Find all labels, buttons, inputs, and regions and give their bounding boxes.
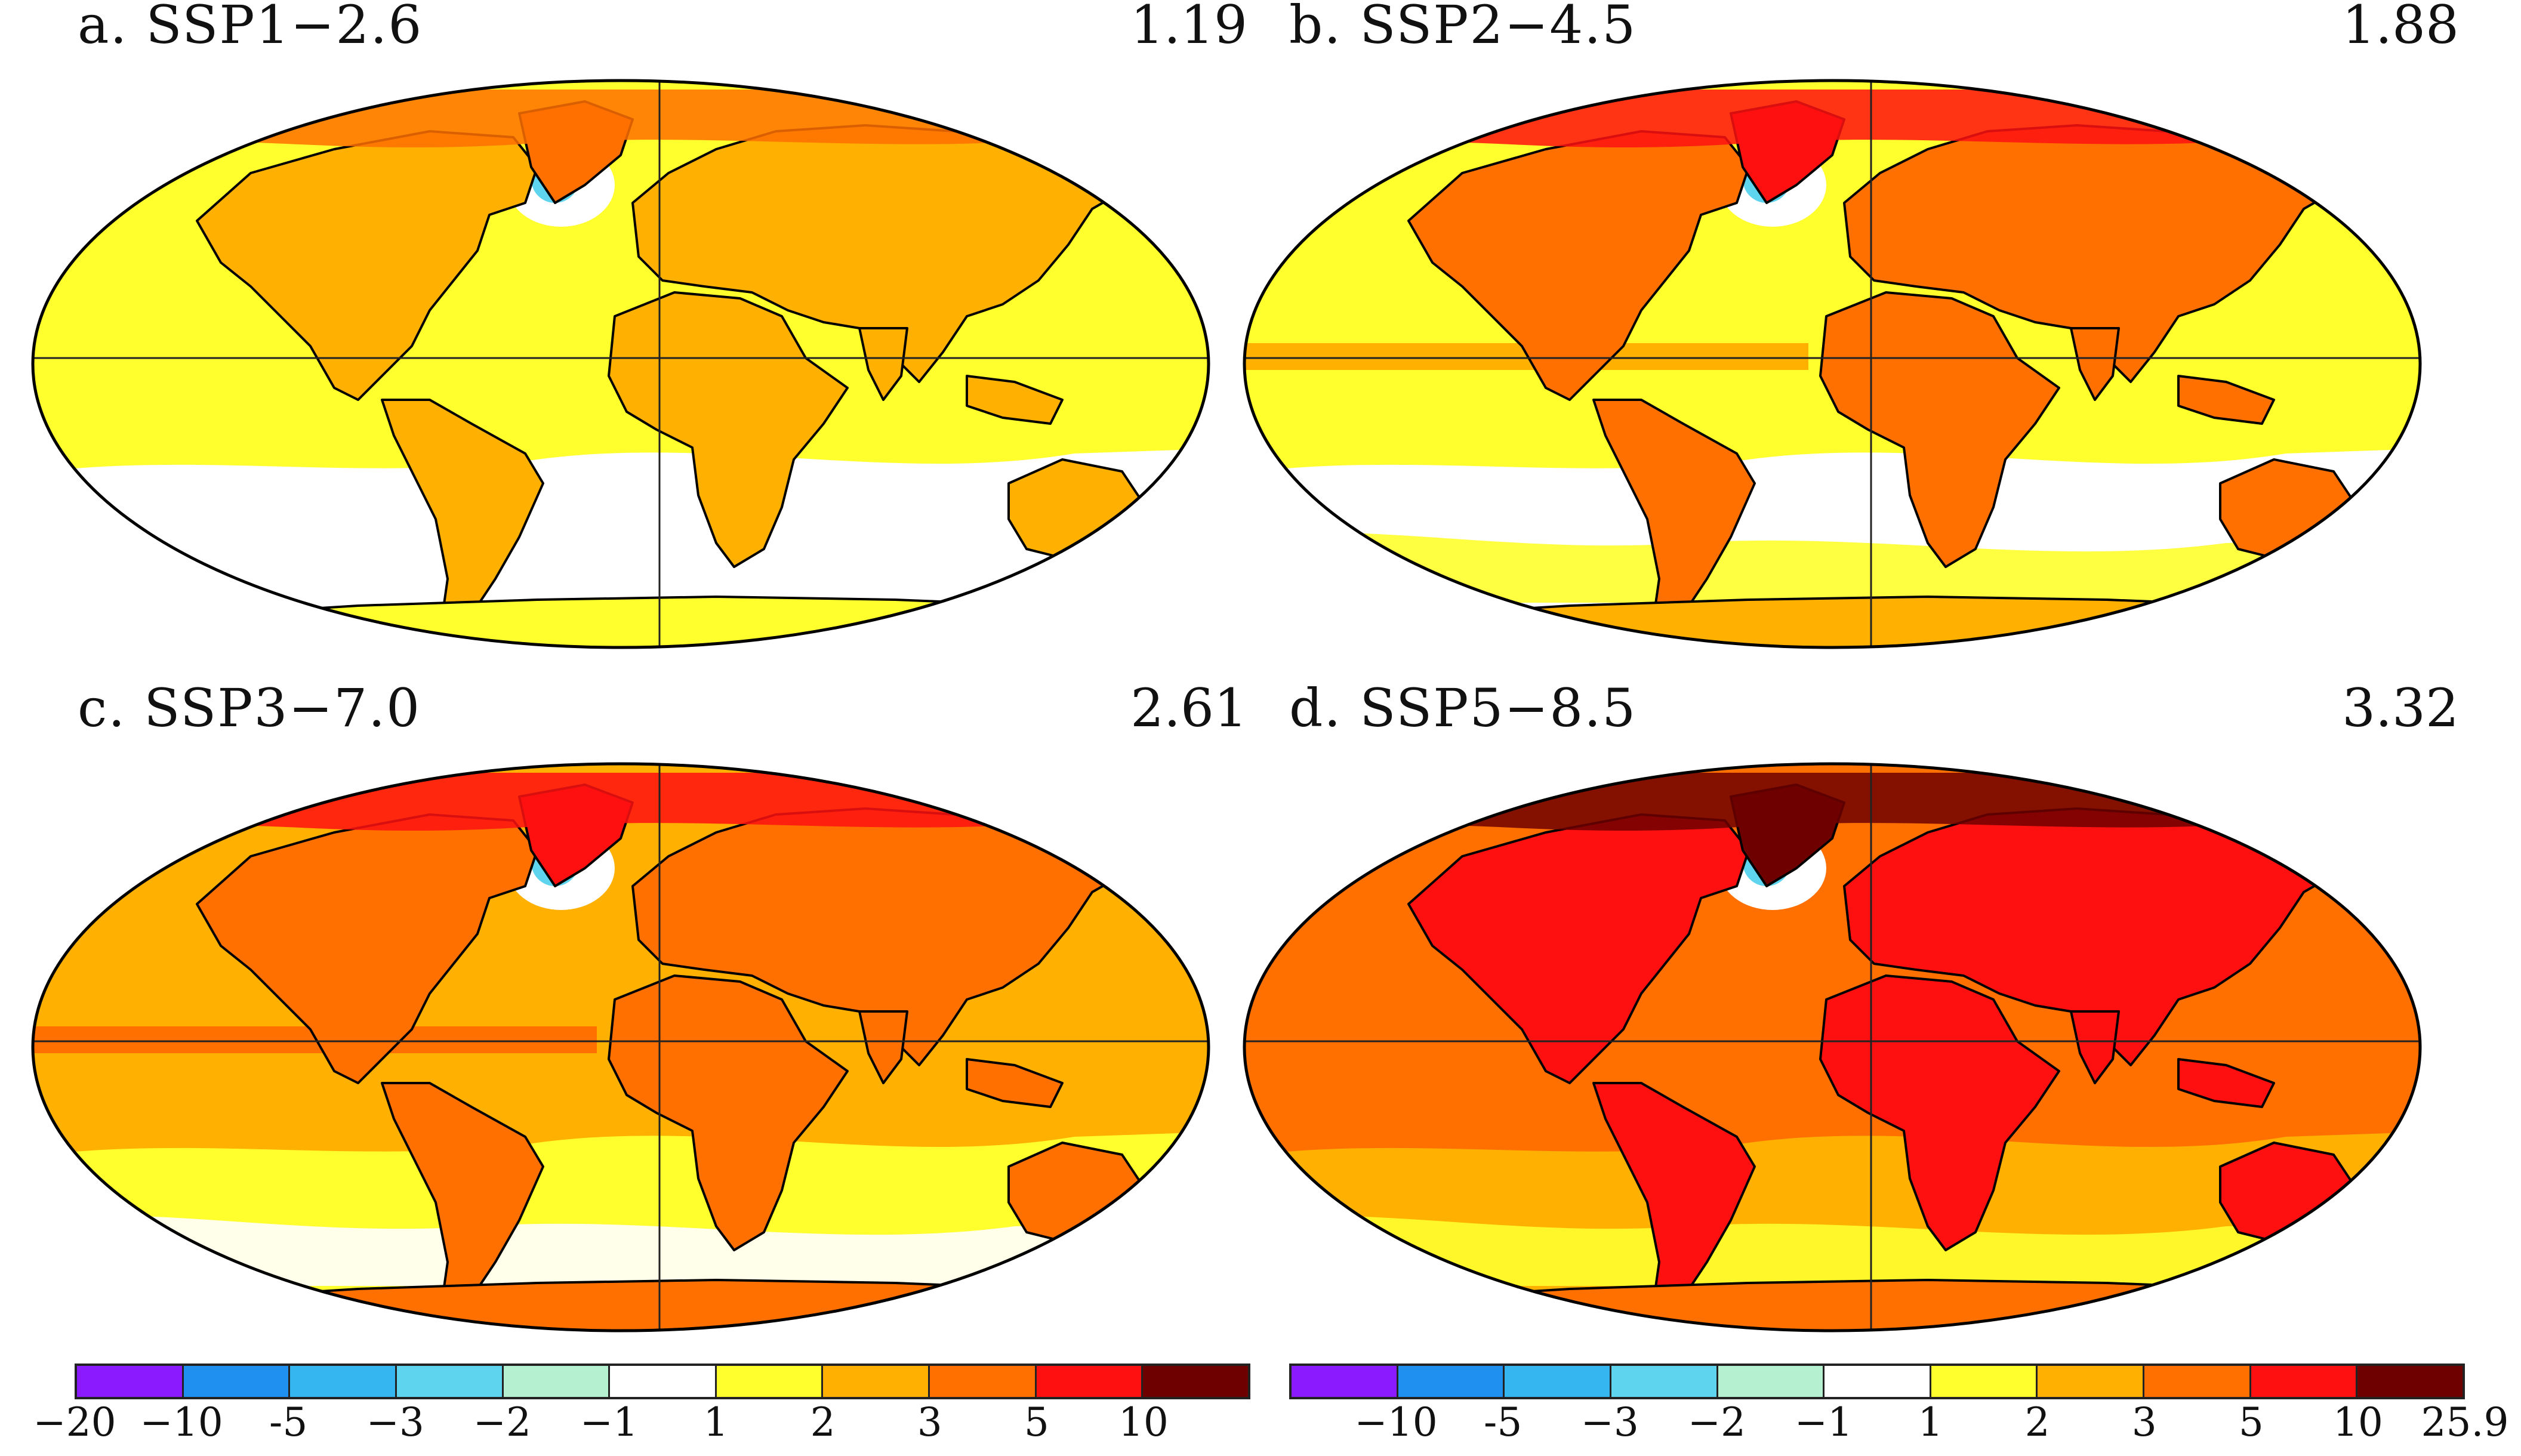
arctic-amplification: [1391, 773, 2286, 831]
colorbar-tick-label: -5: [1484, 1399, 1523, 1445]
colorbar-tick-label: −2: [1687, 1399, 1746, 1445]
colorbar-tick-label: −10: [1354, 1399, 1438, 1445]
colorbar-swatch: [1931, 1366, 2038, 1397]
colorbar-swatch: [930, 1366, 1037, 1397]
colorbar-tick-label: 2: [810, 1399, 836, 1445]
arctic-amplification: [1391, 90, 2286, 148]
colorbar-tick-label: −1: [580, 1399, 639, 1445]
colorbar-swatch: [2251, 1366, 2358, 1397]
continent-seasia: [966, 1058, 1064, 1108]
colorbar-tick-label: 5: [1024, 1399, 1049, 1445]
colorbar-tick-label: 3: [2131, 1399, 2157, 1445]
colorbar-right-labels: −10 -5 −3 −2 −1 1 2 3 5 10 25.9: [1289, 1399, 2508, 1453]
equatorial-band: [1244, 343, 1808, 370]
panel-title: b. SSP2−4.5: [1289, 0, 1637, 55]
continent-india: [858, 1010, 908, 1084]
map-outline: [31, 762, 1210, 1332]
colorbar-left-labels: −20 −10 -5 −3 −2 −1 1 2 3 5 10: [33, 1399, 1250, 1453]
map-outline: [1243, 762, 2422, 1332]
colorbar-swatch: [290, 1366, 397, 1397]
equatorial-band: [33, 343, 597, 370]
map-panel-b: b. SSP2−4.5 1.88: [1212, 0, 2459, 692]
colorbar-right: [1289, 1364, 2465, 1399]
colorbar-tick-label: -5: [269, 1399, 308, 1445]
map-panel-d: d. SSP5−8.5 3.32: [1212, 677, 2459, 1375]
panel-title: a. SSP1−2.6: [78, 0, 423, 55]
colorbar-swatch: [1398, 1366, 1505, 1397]
continent-india: [2070, 327, 2120, 401]
colorbar-swatch: [823, 1366, 930, 1397]
colorbar-swatch: [2357, 1366, 2463, 1397]
southern-ocean-patch: [1244, 1215, 2420, 1286]
world-map-c: [31, 762, 1210, 1332]
world-map-a: [31, 79, 1210, 649]
colorbar-tick-label: −3: [1580, 1399, 1639, 1445]
colorbar-swatch: [1505, 1366, 1611, 1397]
colorbar-swatch: [183, 1366, 291, 1397]
map-outline: [1243, 79, 2422, 649]
colorbar-tick-label: 25.9: [2421, 1399, 2509, 1445]
colorbar-tick-label: 2: [2024, 1399, 2050, 1445]
colorbar-tick-label: −1: [1794, 1399, 1853, 1445]
colorbar-tick-label: −10: [140, 1399, 223, 1445]
colorbar-swatch: [396, 1366, 504, 1397]
panel-global-mean: 1.88: [2342, 0, 2459, 55]
continent-seasia: [966, 375, 1064, 425]
panel-global-mean: 3.32: [2342, 677, 2459, 739]
colorbar-tick-label: 1: [1918, 1399, 1943, 1445]
continent-india: [858, 327, 908, 401]
panel-global-mean: 1.19: [1130, 0, 1247, 55]
colorbar-tick-label: −3: [366, 1399, 424, 1445]
colorbar-swatch: [716, 1366, 824, 1397]
colorbar-swatch: [2038, 1366, 2145, 1397]
map-content: [1244, 81, 2420, 647]
panel-title: c. SSP3−7.0: [78, 677, 421, 739]
colorbar-tick-label: 10: [2332, 1399, 2383, 1445]
colorbar-swatch: [1611, 1366, 1718, 1397]
colorbar-swatch: [1718, 1366, 1825, 1397]
continent-africa: [608, 291, 849, 568]
map-panel-c: c. SSP3−7.0 2.61: [0, 677, 1247, 1375]
colorbar-swatch: [503, 1366, 611, 1397]
colorbar-tick-label: −2: [473, 1399, 532, 1445]
arctic-amplification: [179, 773, 1074, 831]
colorbar-swatch: [77, 1366, 184, 1397]
colorbar-swatch: [1036, 1366, 1144, 1397]
southern-ocean-patch: [1244, 532, 2420, 603]
equatorial-band: [1244, 1026, 1808, 1053]
world-map-b: [1243, 79, 2422, 649]
continent-africa: [1819, 291, 2060, 568]
arctic-amplification: [179, 90, 1074, 148]
colorbar-tick-label: 3: [917, 1399, 942, 1445]
colorbar-tick-label: −20: [33, 1399, 116, 1445]
colorbar-left: [75, 1364, 1250, 1399]
map-content: [1244, 764, 2420, 1331]
world-map-d: [1243, 762, 2422, 1332]
colorbar-tick-label: 10: [1118, 1399, 1169, 1445]
continent-india: [2070, 1010, 2120, 1084]
map-content: [33, 764, 1209, 1331]
panel-title: d. SSP5−8.5: [1289, 677, 1637, 739]
colorbar-tick-label: 1: [703, 1399, 729, 1445]
map-outline: [31, 79, 1210, 649]
southern-ocean-patch: [33, 532, 1209, 603]
continent-africa: [608, 974, 849, 1251]
colorbar-swatch: [610, 1366, 717, 1397]
map-content: [33, 81, 1209, 647]
equatorial-band: [33, 1026, 597, 1053]
continent-seasia: [2177, 1058, 2275, 1108]
southern-ocean-patch: [33, 1215, 1209, 1286]
colorbar-tick-label: 5: [2238, 1399, 2264, 1445]
colorbar-swatch: [1292, 1366, 1398, 1397]
continent-seasia: [2177, 375, 2275, 425]
map-panel-a: a. SSP1−2.6 1.19: [0, 0, 1247, 692]
continent-africa: [1819, 974, 2060, 1251]
colorbar-swatch: [2144, 1366, 2251, 1397]
colorbar-swatch: [1825, 1366, 1931, 1397]
colorbar-swatch: [1143, 1366, 1249, 1397]
panel-global-mean: 2.61: [1130, 677, 1247, 739]
